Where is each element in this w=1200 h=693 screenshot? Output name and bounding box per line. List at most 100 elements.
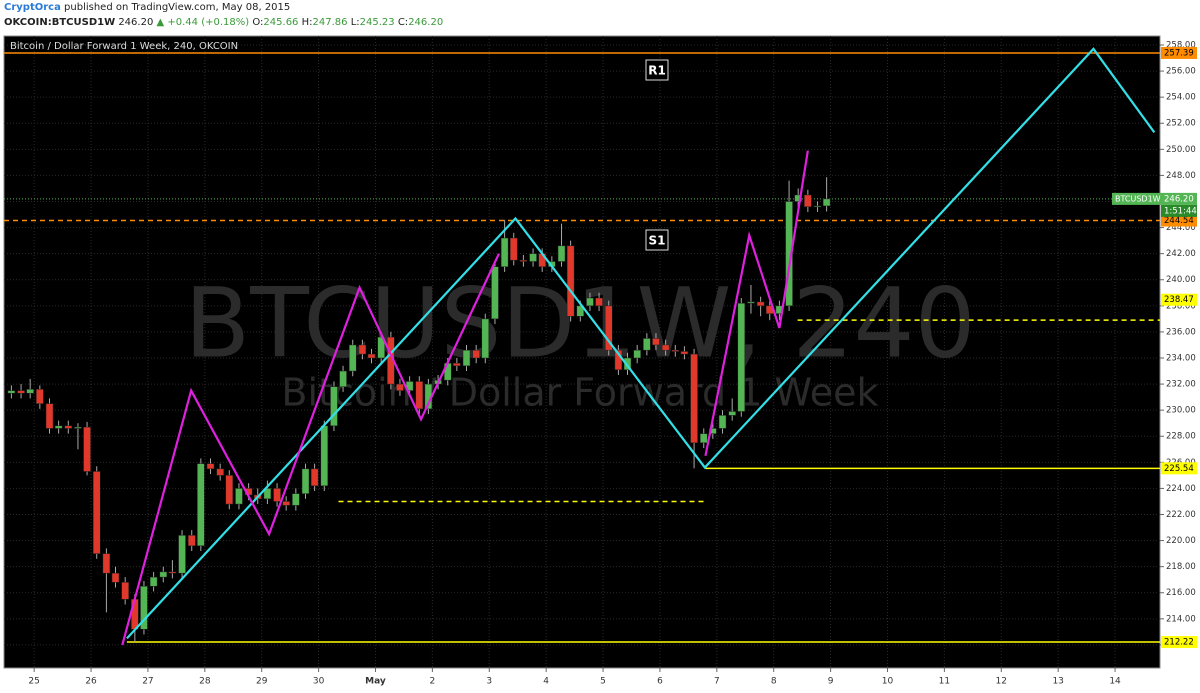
axis-marker	[1161, 293, 1197, 306]
published: published on TradingView.com, May 08, 20…	[64, 2, 291, 13]
annotation-box	[645, 229, 669, 251]
candle-body	[36, 389, 44, 404]
candle-body	[159, 571, 168, 578]
y-tick-label: 236.00	[1166, 327, 1196, 337]
candle-body	[604, 305, 613, 351]
candle-body	[263, 488, 272, 500]
y-tick-label: 228.00	[1166, 432, 1196, 442]
x-tick-label: May	[365, 677, 386, 687]
candle-body	[26, 389, 34, 394]
price-label: 246.20	[1164, 194, 1194, 204]
price-symbol: BTCUSD1W	[1115, 194, 1161, 203]
candle-body	[377, 336, 385, 359]
candle-body	[586, 297, 594, 307]
candle-body	[822, 198, 831, 207]
candle-body	[509, 237, 518, 261]
axis-marker	[1161, 214, 1197, 227]
candle-body	[595, 297, 603, 307]
candle-body	[718, 415, 727, 429]
x-tick-label: 29	[256, 677, 268, 687]
header-line: CryptOrca published on TradingView.com, …	[4, 0, 1154, 15]
x-tick-label: 3	[486, 677, 492, 687]
candle-body	[747, 301, 755, 304]
candle-body	[54, 425, 63, 429]
candle-body	[481, 318, 490, 359]
countdown-box	[1161, 204, 1197, 217]
trend-line	[121, 150, 809, 646]
candle-body	[529, 253, 537, 262]
candle-body	[500, 237, 509, 267]
y-tick-label: 218.00	[1166, 562, 1196, 572]
price-marker	[1112, 192, 1197, 205]
x-tick-label: 11	[939, 677, 950, 687]
candle-body	[794, 194, 802, 202]
x-tick-label: 6	[657, 677, 663, 687]
candle-body	[813, 205, 822, 208]
close: 246.20	[408, 17, 444, 28]
header-line: OKCOIN:BTCUSD1W 246.20 ▲ +0.44 (+0.18%) …	[4, 15, 1154, 30]
candle-body	[785, 201, 793, 307]
y-tick-label: 242.00	[1166, 249, 1196, 259]
candle-body	[140, 585, 148, 630]
candle-body	[690, 353, 698, 444]
open-label: O:	[252, 17, 264, 28]
candle-body	[273, 488, 281, 502]
y-tick-label: 234.00	[1166, 353, 1196, 363]
y-tick-label: 240.00	[1166, 275, 1196, 285]
x-tick-label: 2	[430, 677, 436, 687]
candle-body	[519, 259, 528, 262]
chart-title: Bitcoin / Dollar Forward 1 Week, 240, OK…	[10, 41, 238, 52]
candle-body	[187, 535, 196, 547]
candle-body	[462, 349, 471, 367]
candle-body	[282, 501, 290, 506]
annotation: R1	[648, 64, 666, 78]
axis-marker-label: 244.54	[1164, 216, 1194, 226]
candle-body	[121, 582, 129, 600]
candle-body	[756, 301, 765, 307]
x-tick-label: 13	[1052, 677, 1063, 687]
axis-marker	[1161, 636, 1197, 649]
candle-body	[339, 370, 347, 387]
annotation: S1	[649, 234, 666, 248]
candle-body	[633, 349, 641, 359]
axis-marker-label: 225.54	[1164, 464, 1194, 474]
candle-body	[92, 471, 101, 554]
x-tick-label: 30	[313, 677, 325, 687]
candle-body	[643, 338, 651, 351]
candle-body	[64, 425, 73, 429]
axis-marker-label: 212.22	[1164, 638, 1194, 648]
y-tick-label: 248.00	[1166, 171, 1196, 181]
candle-body	[225, 475, 234, 505]
candle-body	[576, 305, 585, 317]
annotation-box	[645, 59, 669, 81]
low: 245.23	[359, 17, 395, 28]
y-tick-label: 220.00	[1166, 536, 1196, 546]
low-label: L:	[350, 17, 360, 28]
x-tick-label: 25	[28, 677, 39, 687]
author[interactable]: CryptOrca	[4, 2, 61, 13]
countdown: 1:51:44	[1164, 206, 1197, 216]
candle-body	[661, 344, 670, 351]
y-tick-label: 214.00	[1166, 614, 1196, 624]
last-price: 246.20	[118, 17, 154, 28]
watermark-subtitle: Bitcoin / Dollar Forward 1 Week	[281, 371, 878, 415]
x-tick-label: 10	[882, 677, 894, 687]
x-tick-label: 27	[142, 677, 153, 687]
x-tick-label: 28	[199, 677, 211, 687]
candle-body	[453, 362, 461, 367]
candle-body	[310, 468, 319, 487]
change: ▲ +0.44 (+0.18%)	[156, 17, 250, 28]
candle-body	[320, 425, 329, 487]
candle-body	[472, 349, 480, 359]
candle-body	[102, 553, 111, 574]
candle-body	[330, 386, 338, 427]
candle-body	[45, 403, 54, 429]
x-tick-label: 12	[996, 677, 1007, 687]
axis-marker	[1161, 462, 1197, 475]
y-tick-label: 250.00	[1166, 145, 1196, 155]
candle-body	[699, 433, 708, 444]
candle-body	[178, 535, 186, 574]
candle-body	[728, 411, 736, 416]
candle-body	[671, 349, 680, 352]
